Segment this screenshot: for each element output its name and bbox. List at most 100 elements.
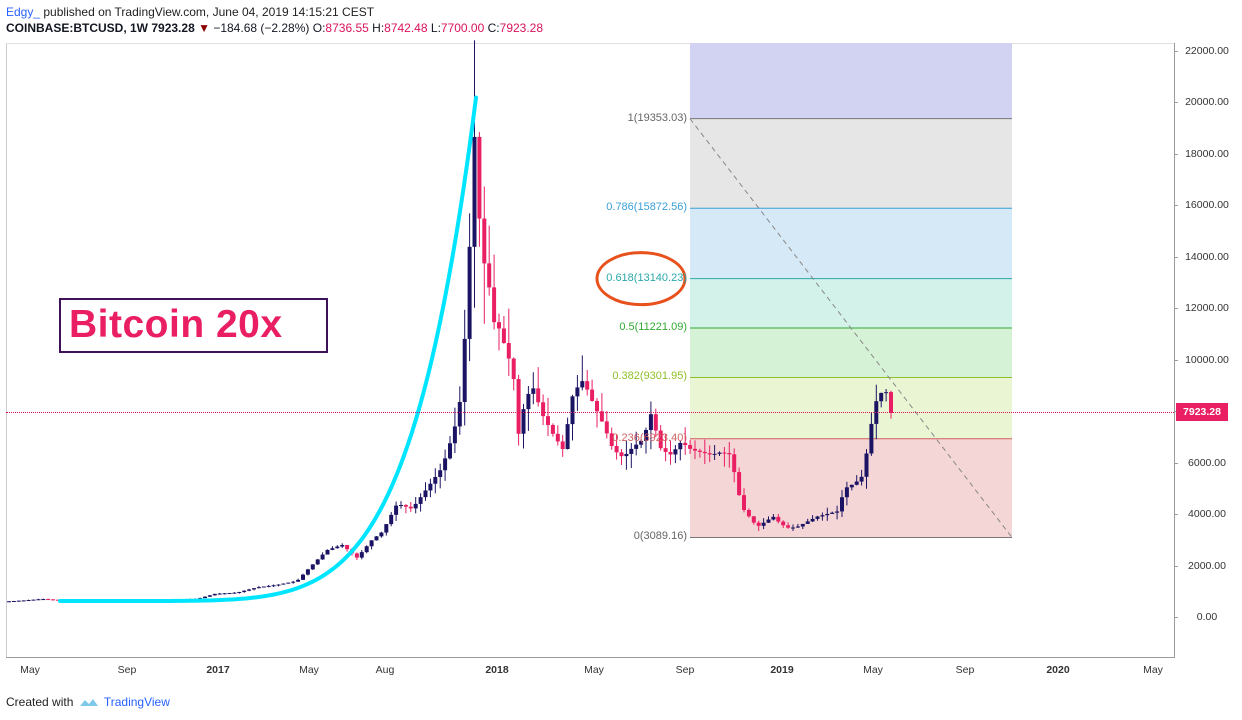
candle-bear <box>702 451 707 454</box>
candle-bear <box>555 433 560 442</box>
candle-bull <box>36 599 41 601</box>
candle-bear <box>590 389 595 401</box>
chart-header: Edgy_ published on TradingView.com, June… <box>6 4 543 36</box>
fib-trend-line <box>689 118 1013 538</box>
candle-bull <box>854 481 859 485</box>
candle-bear <box>742 495 746 511</box>
candle-bull <box>795 526 800 528</box>
candle-bull <box>379 532 384 537</box>
candle-bull <box>884 392 889 394</box>
time-tick-label: May <box>299 664 319 676</box>
title-annotation[interactable]: Bitcoin 20x <box>59 298 328 353</box>
time-tick-label: 2019 <box>770 664 794 676</box>
candle-bull <box>840 497 844 512</box>
candle-bear <box>560 441 565 450</box>
candle-bear <box>511 358 516 380</box>
price-tick-label: 2000.00 <box>1188 559 1226 572</box>
candle-bull <box>443 458 448 471</box>
fib-zone <box>690 118 1012 209</box>
author-link[interactable]: Edgy_ <box>6 5 41 19</box>
candle-bull <box>634 444 639 449</box>
chart-pane[interactable] <box>6 43 1175 658</box>
symbol-label[interactable]: COINBASE:BTCUSD, 1W <box>6 21 149 35</box>
time-tick-label: Sep <box>955 664 975 676</box>
candle-bull <box>644 429 648 441</box>
candle-bear <box>658 430 663 449</box>
candle-bull <box>41 599 46 601</box>
candle-bull <box>791 527 795 529</box>
candle-bear <box>403 505 408 507</box>
publish-text: published on TradingView.com, June 04, 2… <box>43 5 375 19</box>
candle-bull <box>810 518 815 522</box>
candle-bull <box>624 453 629 457</box>
down-arrow-icon: ▼ <box>198 21 210 35</box>
candle-bull <box>252 588 256 590</box>
candle-bull <box>448 443 452 459</box>
candle-bull <box>526 393 531 410</box>
candle-bull <box>227 592 232 594</box>
low-label: L: <box>430 21 441 35</box>
candle-bear <box>614 446 619 453</box>
candle-bull <box>389 514 394 525</box>
candle-bull <box>761 522 766 526</box>
candle-bear <box>354 553 359 558</box>
time-tick-label: 2017 <box>206 664 230 676</box>
candle-bull <box>359 552 364 558</box>
ohlc-line: COINBASE:BTCUSD, 1W 7923.28 ▼ −184.68 (−… <box>6 20 543 36</box>
candle-bull <box>413 503 418 509</box>
candle-bear <box>46 599 51 601</box>
time-tick-label: May <box>1143 664 1163 676</box>
price-tick-mark <box>1174 359 1178 361</box>
candle-bull <box>261 586 266 588</box>
candle-bull <box>678 442 683 450</box>
candle-bull <box>26 600 31 602</box>
candle-bear <box>56 599 60 601</box>
candle-bull <box>629 448 634 454</box>
candle-bull <box>256 587 261 589</box>
candle-bear <box>776 516 781 522</box>
candle-bull <box>472 136 477 247</box>
parabolic-curve <box>58 95 478 604</box>
candle-bull <box>16 600 21 602</box>
candle-bull <box>771 516 776 520</box>
candle-bull <box>11 600 16 602</box>
high-label: H: <box>372 21 385 35</box>
candle-bull <box>849 484 854 488</box>
candle-bull <box>247 589 252 591</box>
candle-bear <box>786 525 791 528</box>
candle-bull <box>291 581 296 583</box>
close-value: 7923.28 <box>499 21 544 35</box>
candle-bull <box>825 513 830 516</box>
candle-bear <box>604 421 609 434</box>
candle-bull <box>266 585 271 587</box>
candle-bear <box>497 322 501 329</box>
price-tick-mark <box>1174 514 1178 515</box>
candle-bull <box>879 392 884 402</box>
fib-zone <box>690 328 1012 378</box>
time-tick-label: Sep <box>675 664 695 676</box>
fib-zone <box>690 438 1012 538</box>
tradingview-brand[interactable]: TradingView <box>103 695 170 709</box>
price-tick-mark <box>1174 153 1178 155</box>
candle-bear <box>756 522 761 526</box>
candle-bear <box>408 506 413 509</box>
fib-level-label: 1(19353.03) <box>627 111 687 124</box>
candle-bull <box>712 453 717 455</box>
candle-bull <box>394 505 399 515</box>
publish-line: Edgy_ published on TradingView.com, June… <box>6 4 543 20</box>
candle-bull <box>717 452 722 454</box>
candle-bear <box>595 400 599 412</box>
candle-bull <box>864 453 869 477</box>
current-price-line <box>6 412 1174 413</box>
fib-level-label: 0.618(13140.23) <box>606 271 687 284</box>
time-tick-label: May <box>20 664 40 676</box>
candle-bull <box>340 544 345 547</box>
candle-bull <box>310 564 315 570</box>
tradingview-logo-icon <box>79 697 99 708</box>
candle-bull <box>521 409 526 434</box>
candle-bull <box>766 519 771 523</box>
candle-bull <box>820 515 825 517</box>
candle-bull <box>399 505 403 507</box>
time-tick-label: Aug <box>375 664 395 676</box>
